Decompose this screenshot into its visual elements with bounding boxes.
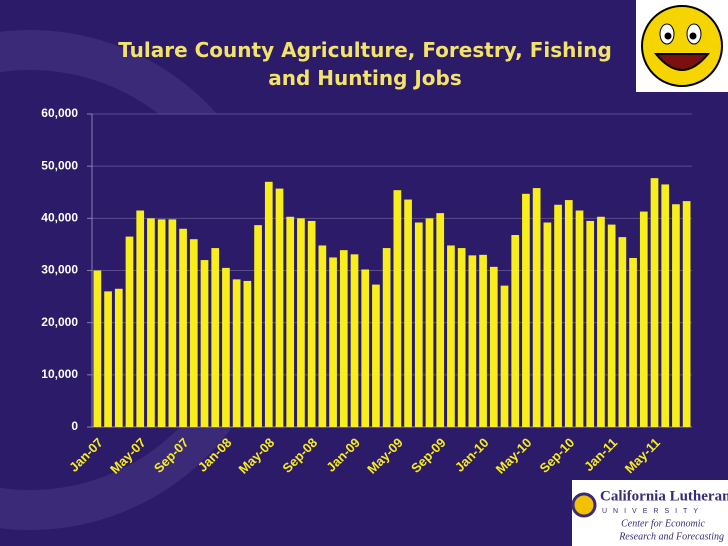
bar [339, 250, 348, 427]
x-tick-label: Sep-10 [537, 435, 578, 476]
bar [393, 190, 402, 427]
y-tick-label: 40,000 [41, 211, 78, 225]
bar [329, 257, 337, 427]
bar [500, 285, 509, 427]
smiley [636, 0, 728, 92]
bar [243, 280, 252, 427]
bar [489, 266, 498, 427]
bar [147, 218, 155, 427]
x-tick-label: Jan-11 [581, 435, 620, 474]
bar [457, 248, 466, 427]
logo-name: California Lutheran [600, 488, 728, 504]
x-tick-label: May-11 [622, 435, 663, 476]
bar [232, 279, 241, 427]
y-tick-label: 60,000 [41, 106, 78, 120]
bar [629, 257, 637, 427]
x-tick-label: Jan-07 [66, 435, 106, 475]
bar [672, 204, 680, 427]
bar [682, 201, 691, 427]
bar [564, 200, 573, 427]
bar [586, 220, 595, 427]
bar [222, 267, 230, 427]
bar [114, 288, 123, 427]
y-tick-label: 0 [71, 419, 78, 433]
y-tick-label: 20,000 [41, 315, 78, 329]
bar [286, 216, 295, 427]
x-tick-label: Jan-09 [323, 435, 363, 475]
bar [297, 218, 305, 427]
bar [618, 237, 627, 427]
bar [382, 248, 391, 427]
x-tick-label: May-09 [364, 435, 406, 477]
y-tick-label: 50,000 [41, 158, 78, 172]
bar [189, 239, 198, 427]
bar [104, 291, 112, 427]
bar [425, 218, 434, 427]
bar [125, 236, 134, 427]
chart-title: Tulare County Agriculture, Forestry, Fis… [118, 38, 612, 90]
bar [307, 220, 316, 427]
bar [436, 213, 445, 427]
bar [179, 228, 187, 427]
y-tick-label: 30,000 [41, 263, 78, 277]
bar [650, 178, 659, 427]
x-tick-label: Sep-08 [279, 435, 320, 476]
bar [168, 219, 177, 427]
bar [468, 255, 477, 427]
bar [211, 248, 220, 427]
bar [597, 216, 605, 427]
logo-university: UNIVERSITY [602, 508, 704, 515]
bar [200, 260, 209, 427]
bar [93, 270, 102, 427]
bar [532, 188, 541, 427]
bar [543, 222, 552, 427]
y-tick-label: 10,000 [41, 367, 78, 381]
x-tick-label: May-08 [236, 435, 278, 477]
bar [361, 269, 370, 427]
x-tick-label: Sep-09 [408, 435, 449, 476]
bar [372, 284, 380, 427]
bar [607, 224, 616, 427]
bar [554, 204, 562, 427]
bar [350, 254, 359, 427]
bar [136, 210, 145, 427]
bar [414, 222, 423, 427]
logo-center: Research and Forecasting [618, 531, 724, 542]
bar [264, 181, 273, 427]
bar [522, 193, 530, 427]
bar [575, 210, 584, 427]
bar [254, 225, 262, 427]
bar [639, 211, 648, 427]
bar [511, 235, 520, 427]
bar [661, 184, 670, 427]
bar [318, 245, 327, 427]
bar [479, 254, 487, 427]
x-tick-label: May-10 [493, 435, 535, 477]
bar [275, 188, 284, 427]
logo-center: Center for Economic [621, 518, 705, 529]
bar [447, 245, 455, 427]
bar [404, 199, 412, 427]
logo: California Lutheran UNIVERSITY Center fo… [571, 480, 728, 546]
x-tick-label: Jan-10 [452, 435, 492, 475]
bar [157, 219, 166, 427]
